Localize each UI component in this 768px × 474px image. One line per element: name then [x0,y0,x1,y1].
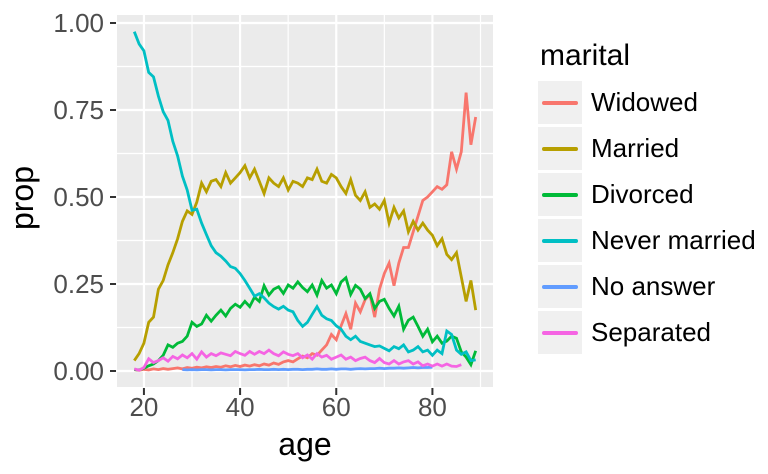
y-tick-label: 0.50 [53,182,104,212]
legend: marital Widowed Married Divorced Never marr… [538,38,756,357]
legend-key-no-answer [538,265,582,308]
y-tick-label: 1.00 [53,8,104,38]
legend-item-divorced: Divorced [538,173,756,216]
legend-key-divorced [538,173,582,216]
legend-label-never-married: Never married [591,225,756,255]
legend-line-icon [542,192,578,197]
legend-line-icon [542,100,578,105]
legend-items: Widowed Married Divorced Never married No an… [538,81,756,354]
legend-key-separated [538,311,582,354]
legend-item-never-married: Never married [538,219,756,262]
x-tick-label: 60 [322,392,351,422]
y-axis-title: prop [4,165,40,231]
x-tick-label: 80 [418,392,447,422]
legend-label-separated: Separated [591,317,711,347]
panel-background [117,15,493,387]
legend-item-no-answer: No answer [538,265,756,308]
legend-line-icon [542,146,578,151]
legend-label-divorced: Divorced [591,179,694,209]
x-tick-label: 20 [129,392,158,422]
x-axis-title: age [278,426,332,462]
series-line-divorced [134,275,478,372]
legend-label-no-answer: No answer [591,271,716,301]
y-tick-label: 0.75 [53,95,104,125]
series-line-never-married [132,31,476,363]
series-line-separated [133,348,462,372]
legend-line-icon [542,284,578,289]
series-line-no-answer [182,365,433,372]
y-tick-label: 0.00 [53,356,104,386]
x-tick-label: 40 [226,392,255,422]
legend-label-widowed: Widowed [591,87,698,117]
legend-label-married: Married [591,133,680,163]
legend-line-icon [542,238,578,243]
legend-key-never-married [538,219,582,262]
legend-item-separated: Separated [538,311,756,354]
legend-item-widowed: Widowed [538,81,756,124]
series-line-married [133,162,478,362]
y-tick-label: 0.25 [53,269,104,299]
legend-key-married [538,127,582,170]
legend-title: marital [540,39,631,72]
legend-item-married: Married [538,127,756,170]
legend-key-widowed [538,81,582,124]
legend-line-icon [542,330,578,335]
